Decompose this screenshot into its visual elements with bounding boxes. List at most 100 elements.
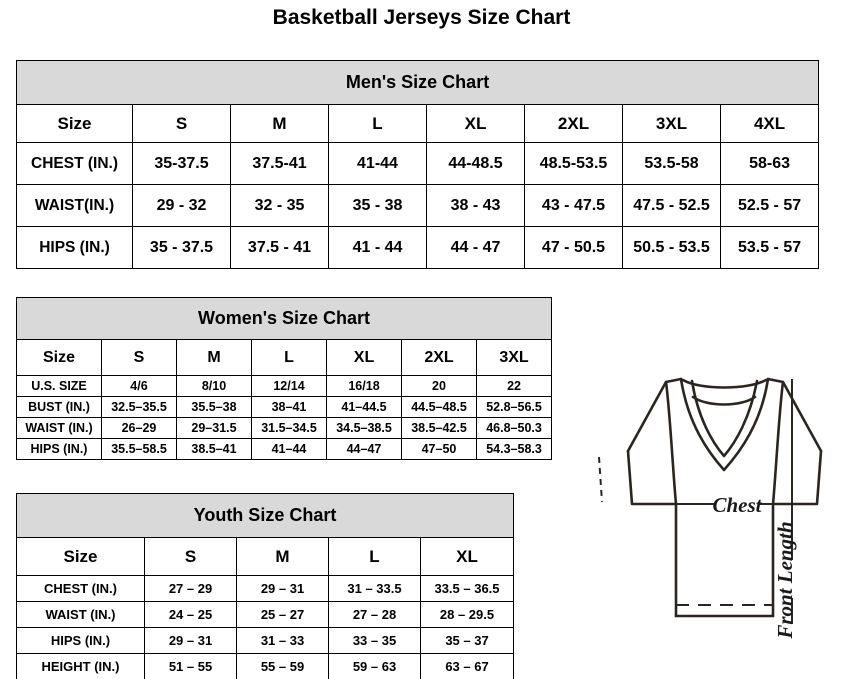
table-cell: 47–50	[401, 438, 477, 460]
left-cuff-dashed	[598, 456, 603, 503]
row-label: WAIST(IN.)	[16, 184, 133, 227]
table-cell: 32.5–35.5	[101, 396, 177, 418]
mens-header-cell: Size	[16, 104, 133, 143]
table-cell: 48.5-53.5	[524, 142, 623, 185]
neckline-inner	[690, 379, 759, 458]
row-label: HIPS (IN.)	[16, 438, 102, 460]
mens-size-chart-table: Men's Size Chart Size S M L XL 2XL 3XL 4…	[15, 60, 820, 269]
page-title: Basketball Jerseys Size Chart	[272, 6, 571, 29]
table-cell: 35.5–38	[176, 396, 252, 418]
womens-header-cell: 3XL	[475, 339, 553, 376]
table-row: WAIST (IN.) 26–29 29–31.5 31.5–34.5 34.5…	[16, 417, 553, 439]
neckline-outer	[679, 377, 770, 472]
row-label: HEIGHT (IN.)	[16, 653, 145, 679]
table-cell: 35 - 38	[328, 184, 427, 227]
table-cell: 44-48.5	[426, 142, 525, 185]
table-row: WAIST (IN.) 24 – 25 25 – 27 27 – 28 28 –…	[16, 601, 515, 628]
front-length-measure-label: Front Length	[773, 521, 797, 639]
table-cell: 12/14	[251, 375, 327, 397]
mens-header-cell: XL	[426, 104, 525, 143]
table-cell: 44.5–48.5	[401, 396, 477, 418]
right-sleeve-inner	[771, 380, 785, 506]
table-cell: 37.5-41	[230, 142, 329, 185]
table-cell: 27 – 29	[144, 575, 237, 602]
womens-header-cell: XL	[326, 339, 402, 376]
table-cell: 16/18	[326, 375, 402, 397]
mens-header-cell: M	[230, 104, 329, 143]
womens-header-cell: 2XL	[401, 339, 477, 376]
left-shoulder-line	[626, 377, 683, 453]
mens-header-cell: 4XL	[719, 104, 820, 143]
table-cell: 28 – 29.5	[419, 601, 515, 628]
table-cell: 35 - 37.5	[132, 226, 231, 269]
table-cell: 47.5 - 52.5	[622, 184, 721, 227]
table-cell: 63 – 67	[419, 653, 515, 679]
table-cell: 31.5–34.5	[251, 417, 327, 439]
table-row: CHEST (IN.) 27 – 29 29 – 31 31 – 33.5 33…	[16, 575, 515, 602]
table-row: HIPS (IN.) 35 - 37.5 37.5 - 41 41 - 44 4…	[16, 226, 820, 269]
table-row: HIPS (IN.) 29 – 31 31 – 33 33 – 35 35 – …	[16, 627, 515, 654]
table-cell: 33.5 – 36.5	[419, 575, 515, 602]
womens-size-chart-table: Women's Size Chart Size S M L XL 2XL 3XL…	[15, 297, 553, 460]
womens-header-cell: Size	[16, 339, 102, 376]
row-label: CHEST (IN.)	[16, 575, 145, 602]
table-row: HEIGHT (IN.) 51 – 55 55 – 59 59 – 63 63 …	[16, 653, 515, 679]
table-cell: 38–41	[251, 396, 327, 418]
table-cell: 4/6	[101, 375, 177, 397]
table-cell: 55 – 59	[236, 653, 329, 679]
mens-table-band: Men's Size Chart	[15, 60, 820, 105]
table-cell: 52.5 - 57	[719, 184, 820, 227]
table-cell: 50.5 - 53.5	[622, 226, 721, 269]
womens-header-cell: S	[101, 339, 177, 376]
mens-header-cell: 3XL	[622, 104, 721, 143]
table-cell: 58-63	[719, 142, 820, 185]
table-cell: 29–31.5	[176, 417, 252, 439]
row-label: BUST (IN.)	[16, 396, 102, 418]
table-cell: 26–29	[101, 417, 177, 439]
table-cell: 31 – 33.5	[328, 575, 421, 602]
table-cell: 35-37.5	[132, 142, 231, 185]
table-cell: 44 - 47	[426, 226, 525, 269]
mens-header-cell: L	[328, 104, 427, 143]
table-cell: 41–44	[251, 438, 327, 460]
mens-header-cell: 2XL	[524, 104, 623, 143]
table-row: CHEST (IN.) 35-37.5 37.5-41 41-44 44-48.…	[16, 142, 820, 185]
table-cell: 35.5–58.5	[101, 438, 177, 460]
youth-size-chart-table: Youth Size Chart Size S M L XL CHEST (IN…	[15, 493, 515, 679]
table-cell: 59 – 63	[328, 653, 421, 679]
table-cell: 34.5–38.5	[326, 417, 402, 439]
collar-second-curve	[691, 395, 757, 406]
table-cell: 43 - 47.5	[524, 184, 623, 227]
table-cell: 27 – 28	[328, 601, 421, 628]
row-label: CHEST (IN.)	[16, 142, 133, 185]
table-cell: 41 - 44	[328, 226, 427, 269]
table-cell: 38.5–41	[176, 438, 252, 460]
table-cell: 20	[401, 375, 477, 397]
youth-header-cell: L	[328, 537, 421, 576]
youth-header-cell: XL	[419, 537, 515, 576]
table-cell: 53.5-58	[622, 142, 721, 185]
row-label: U.S. SIZE	[16, 375, 102, 397]
row-label: HIPS (IN.)	[16, 627, 145, 654]
youth-table-band: Youth Size Chart	[15, 493, 515, 538]
left-sleeve-hem	[626, 449, 678, 506]
table-cell: 47 - 50.5	[524, 226, 623, 269]
table-cell: 41-44	[328, 142, 427, 185]
womens-header-cell: L	[251, 339, 327, 376]
chest-measure-label: Chest	[712, 493, 762, 517]
table-cell: 38.5–42.5	[401, 417, 477, 439]
youth-header-cell: Size	[16, 537, 145, 576]
table-cell: 44–47	[326, 438, 402, 460]
table-cell: 54.3–58.3	[475, 438, 553, 460]
table-cell: 29 – 31	[236, 575, 329, 602]
womens-header-cell: M	[176, 339, 252, 376]
table-row: HIPS (IN.) 35.5–58.5 38.5–41 41–44 44–47…	[16, 438, 553, 460]
table-cell: 53.5 - 57	[719, 226, 820, 269]
table-cell: 52.8–56.5	[475, 396, 553, 418]
table-row: WAIST(IN.) 29 - 32 32 - 35 35 - 38 38 - …	[16, 184, 820, 227]
mens-header-cell: S	[132, 104, 231, 143]
row-label: WAIST (IN.)	[16, 601, 145, 628]
table-cell: 35 – 37	[419, 627, 515, 654]
youth-header-cell: S	[144, 537, 237, 576]
